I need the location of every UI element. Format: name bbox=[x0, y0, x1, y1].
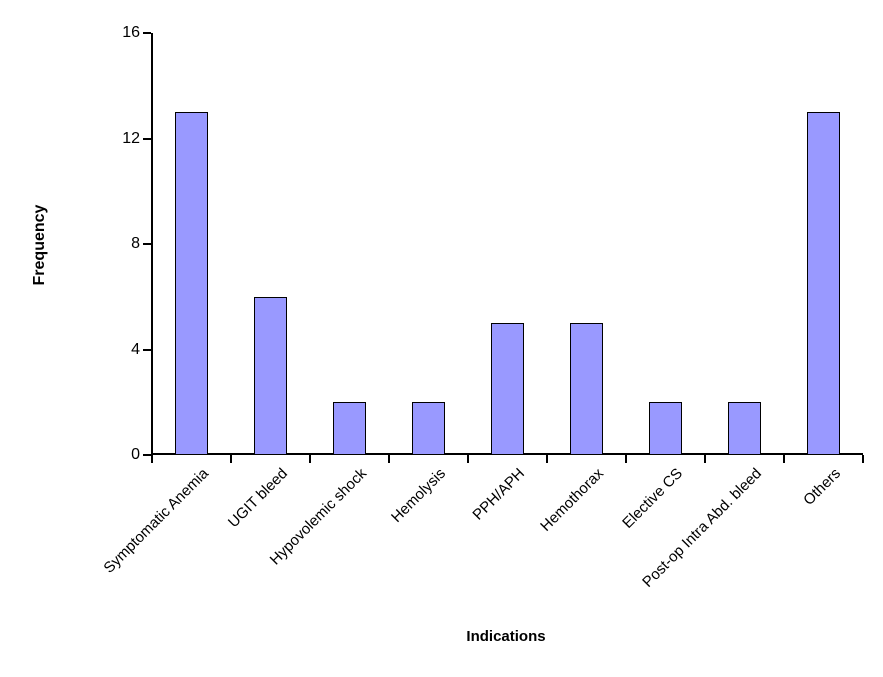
bar-post-op-intra-abd-bleed bbox=[728, 402, 761, 455]
x-category-label: PPH/APH bbox=[468, 465, 528, 524]
x-tick-mark bbox=[230, 455, 232, 463]
x-tick-mark bbox=[625, 455, 627, 463]
x-tick-mark bbox=[704, 455, 706, 463]
x-category-label: Post-op Intra Abd. bleed bbox=[638, 465, 765, 591]
x-tick-mark bbox=[783, 455, 785, 463]
x-category-label: Hemolysis bbox=[387, 465, 449, 526]
bar-symptomatic-anemia bbox=[175, 112, 208, 455]
x-tick-mark bbox=[467, 455, 469, 463]
x-tick-mark bbox=[862, 455, 864, 463]
x-category-label: Hemothorax bbox=[536, 465, 607, 535]
x-category-label: UGIT bleed bbox=[224, 465, 291, 532]
y-tick-mark bbox=[143, 137, 151, 140]
bar-hypovolemic-shock bbox=[333, 402, 366, 455]
x-category-label: Others bbox=[799, 465, 844, 509]
y-tick-label: 8 bbox=[131, 235, 140, 252]
y-tick-label: 16 bbox=[122, 24, 140, 41]
y-tick-label: 0 bbox=[131, 446, 140, 463]
x-axis-title: Indications bbox=[466, 628, 546, 645]
x-tick-mark bbox=[546, 455, 548, 463]
x-tick-mark bbox=[151, 455, 153, 463]
bar-hemothorax bbox=[570, 323, 603, 455]
bar-elective-cs bbox=[649, 402, 682, 455]
x-category-label: Symptomatic Anemia bbox=[99, 465, 212, 577]
y-tick-label: 12 bbox=[122, 129, 140, 147]
x-category-label: Elective CS bbox=[618, 465, 686, 532]
x-tick-mark bbox=[388, 455, 390, 463]
bar-hemolysis bbox=[412, 402, 445, 455]
x-category-label: Hypovolemic shock bbox=[266, 465, 370, 569]
y-tick-mark bbox=[143, 348, 151, 351]
x-tick-mark bbox=[309, 455, 311, 463]
bar-others bbox=[807, 112, 840, 455]
y-tick-mark bbox=[143, 243, 151, 245]
y-tick-mark bbox=[143, 32, 151, 34]
y-tick-mark bbox=[143, 454, 151, 456]
bar-ugit-bleed bbox=[254, 296, 287, 455]
bar-pph-aph bbox=[491, 323, 524, 455]
y-tick-label: 4 bbox=[131, 340, 140, 358]
y-axis-title: Frequency bbox=[31, 204, 48, 286]
